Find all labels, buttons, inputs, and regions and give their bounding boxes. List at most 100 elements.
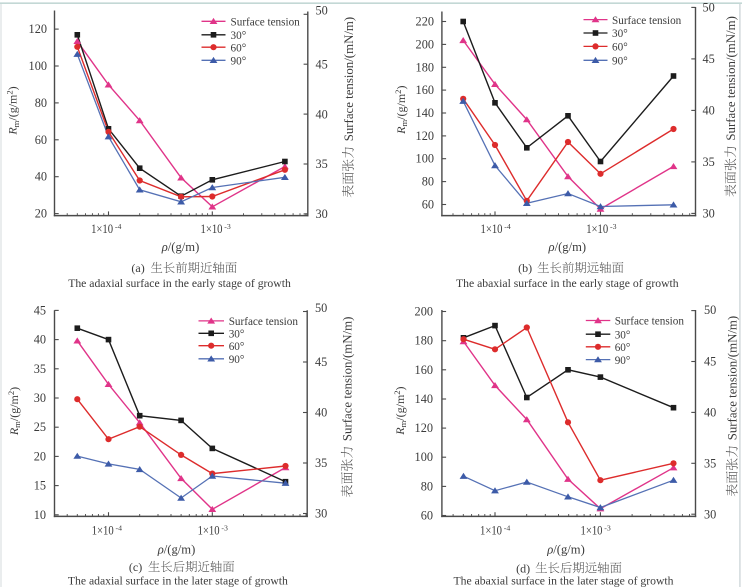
svg-text:50: 50 xyxy=(703,1,715,15)
svg-text:Rm/(g/m2): Rm/(g/m2) xyxy=(392,386,408,435)
svg-text:35: 35 xyxy=(704,457,716,471)
svg-text:140: 140 xyxy=(416,106,434,120)
svg-text:40: 40 xyxy=(316,107,328,121)
svg-text:The adaxial surface in the lat: The adaxial surface in the later stage o… xyxy=(68,575,288,587)
svg-text:200: 200 xyxy=(415,305,433,319)
svg-text:60°: 60° xyxy=(231,42,247,54)
svg-text:Surface tension/(mN/m): Surface tension/(mN/m) xyxy=(726,316,740,440)
svg-text:ρ/(g/m): ρ/(g/m) xyxy=(548,240,587,254)
svg-text:1×10: 1×10 xyxy=(480,524,502,538)
svg-text:1×10: 1×10 xyxy=(481,222,503,236)
svg-text:1×10: 1×10 xyxy=(581,524,603,538)
svg-text:60°: 60° xyxy=(612,42,628,54)
svg-text:Rm/(g/m2): Rm/(g/m2) xyxy=(393,86,409,135)
svg-text:(c): (c) xyxy=(129,560,142,574)
svg-text:120: 120 xyxy=(415,421,433,435)
svg-text:-3: -3 xyxy=(604,523,611,532)
svg-text:Surface tension: Surface tension xyxy=(229,316,299,328)
svg-text:100: 100 xyxy=(29,59,47,73)
svg-text:1×10: 1×10 xyxy=(586,222,608,236)
svg-text:-4: -4 xyxy=(115,222,122,231)
svg-text:50: 50 xyxy=(316,4,328,18)
svg-text:60: 60 xyxy=(35,133,47,147)
svg-text:Rm/(g/m2): Rm/(g/m2) xyxy=(6,387,22,436)
svg-text:60°: 60° xyxy=(615,342,631,354)
svg-text:30°: 30° xyxy=(231,30,247,42)
svg-text:30: 30 xyxy=(34,391,46,405)
svg-text:45: 45 xyxy=(704,355,716,369)
svg-text:90°: 90° xyxy=(229,354,245,366)
svg-text:30: 30 xyxy=(316,207,328,221)
svg-text:180: 180 xyxy=(416,60,434,74)
svg-text:(b): (b) xyxy=(518,261,532,275)
svg-text:-4: -4 xyxy=(504,523,511,532)
svg-text:-3: -3 xyxy=(224,222,231,231)
svg-text:(d): (d) xyxy=(516,561,530,575)
svg-text:ρ/(g/m): ρ/(g/m) xyxy=(161,240,200,254)
svg-text:-3: -3 xyxy=(610,222,617,231)
svg-text:30: 30 xyxy=(704,507,716,521)
svg-text:40: 40 xyxy=(34,333,46,347)
svg-text:Surface tension/(mN/m): Surface tension/(mN/m) xyxy=(342,17,356,141)
svg-text:35: 35 xyxy=(316,157,328,171)
svg-text:160: 160 xyxy=(416,83,434,97)
svg-text:15: 15 xyxy=(34,479,46,493)
svg-text:60: 60 xyxy=(422,198,434,212)
svg-text:-3: -3 xyxy=(221,523,228,532)
svg-text:20: 20 xyxy=(34,449,46,463)
svg-text:120: 120 xyxy=(416,129,434,143)
svg-text:120: 120 xyxy=(29,22,47,36)
svg-text:(a): (a) xyxy=(131,261,144,275)
svg-text:ρ/(g/m): ρ/(g/m) xyxy=(546,542,585,556)
svg-text:90°: 90° xyxy=(615,355,631,367)
svg-text:40: 40 xyxy=(704,406,716,420)
svg-text:Surface tension/(mN/m): Surface tension/(mN/m) xyxy=(724,16,738,140)
svg-text:50: 50 xyxy=(315,301,327,315)
svg-text:Surface tension: Surface tension xyxy=(231,17,301,29)
svg-text:50: 50 xyxy=(704,303,716,317)
svg-text:200: 200 xyxy=(416,37,434,51)
svg-text:-4: -4 xyxy=(504,222,511,231)
svg-text:60: 60 xyxy=(421,509,433,523)
svg-text:30°: 30° xyxy=(615,329,631,341)
svg-text:30: 30 xyxy=(703,207,715,221)
svg-text:35: 35 xyxy=(315,456,327,470)
svg-text:ρ/(g/m): ρ/(g/m) xyxy=(157,542,196,556)
svg-text:220: 220 xyxy=(416,15,434,29)
svg-text:180: 180 xyxy=(415,334,433,348)
svg-text:Surface tension: Surface tension xyxy=(615,316,685,328)
svg-text:35: 35 xyxy=(703,155,715,169)
svg-text:80: 80 xyxy=(421,479,433,493)
svg-text:45: 45 xyxy=(34,303,46,317)
svg-text:1×10: 1×10 xyxy=(201,222,223,236)
svg-text:1×10: 1×10 xyxy=(198,524,220,538)
svg-text:30: 30 xyxy=(315,507,327,521)
svg-text:-4: -4 xyxy=(116,523,123,532)
svg-text:80: 80 xyxy=(422,175,434,189)
svg-text:The abaxial surface in the lat: The abaxial surface in the later stage o… xyxy=(453,575,673,587)
svg-text:40: 40 xyxy=(35,170,47,184)
svg-text:100: 100 xyxy=(416,152,434,166)
svg-text:30°: 30° xyxy=(229,329,245,341)
svg-text:140: 140 xyxy=(415,392,433,406)
svg-text:45: 45 xyxy=(316,57,328,71)
svg-text:20: 20 xyxy=(35,207,47,221)
svg-text:90°: 90° xyxy=(231,56,247,68)
svg-text:The adaxial surface in the ear: The adaxial surface in the early stage o… xyxy=(68,277,291,290)
svg-text:1×10: 1×10 xyxy=(91,222,113,236)
svg-text:40: 40 xyxy=(315,406,327,420)
svg-text:30°: 30° xyxy=(612,28,628,40)
svg-text:35: 35 xyxy=(34,362,46,376)
svg-text:80: 80 xyxy=(35,96,47,110)
svg-text:45: 45 xyxy=(315,355,327,369)
svg-text:25: 25 xyxy=(34,420,46,434)
svg-text:The abaxial surface in the ear: The abaxial surface in the early stage o… xyxy=(456,277,679,290)
svg-text:Rm/(g/m2): Rm/(g/m2) xyxy=(5,86,21,135)
svg-text:10: 10 xyxy=(34,508,46,522)
svg-text:45: 45 xyxy=(703,52,715,66)
svg-text:60°: 60° xyxy=(229,341,245,353)
svg-text:Surface tension: Surface tension xyxy=(612,15,682,27)
svg-text:40: 40 xyxy=(703,104,715,118)
svg-text:1×10: 1×10 xyxy=(92,524,114,538)
svg-text:160: 160 xyxy=(415,363,433,377)
